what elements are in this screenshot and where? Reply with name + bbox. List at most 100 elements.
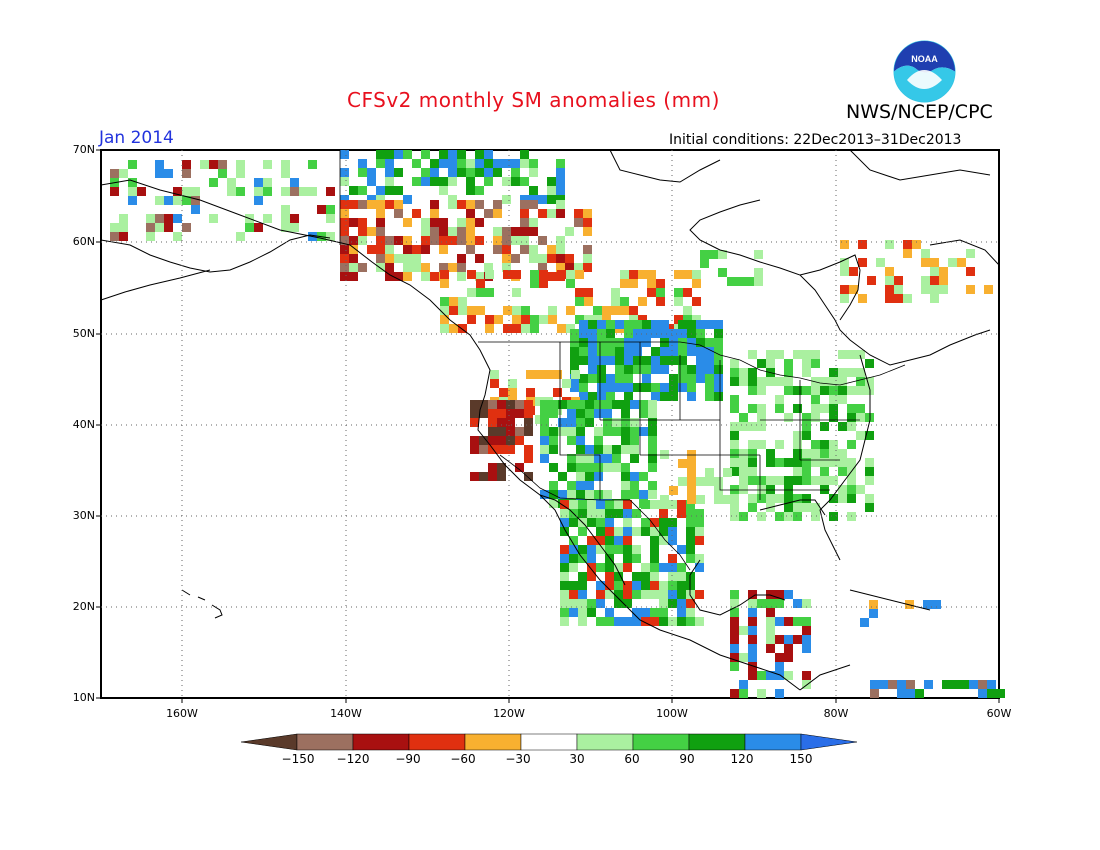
anomaly-cell [488,418,497,427]
anomaly-cell [651,392,660,401]
anomaly-cell [538,209,547,218]
anomaly-cell [669,329,678,338]
anomaly-cell [784,503,793,512]
anomaly-cell [560,545,569,554]
anomaly-cell [695,563,704,572]
anomaly-cell [829,512,838,521]
anomaly-cell [340,195,349,204]
anomaly-cell [921,258,930,267]
anomaly-cell [263,187,272,196]
anomaly-cell [678,383,687,392]
anomaly-cell [484,263,493,272]
anomaly-cell [605,500,614,509]
anomaly-cell [594,436,603,445]
anomaly-cell [614,617,623,626]
anomaly-cell [614,536,623,545]
anomaly-cell [659,617,668,626]
anomaly-cell [448,177,457,186]
anomaly-cell [642,365,651,374]
anomaly-cell [630,481,639,490]
anomaly-cell [458,306,467,315]
anomaly-cell [569,536,578,545]
anomaly-cell [340,227,349,236]
anomaly-cell [560,617,569,626]
anomaly-cell [677,563,686,572]
anomaly-cell [476,279,485,288]
anomaly-cell [987,680,996,689]
anomaly-cell [683,288,692,297]
anomaly-cell [611,288,620,297]
anomaly-cell [578,581,587,590]
anomaly-cell [584,297,593,306]
anomaly-cell [730,458,739,467]
anomaly-cell [576,490,585,499]
anomaly-cell [488,409,497,418]
anomaly-cell [218,169,227,178]
anomaly-cell [757,494,766,503]
anomaly-cell [820,440,829,449]
anomaly-cell [556,168,565,177]
anomaly-cell [585,463,594,472]
anomaly-cell [775,395,784,404]
anomaly-cell [865,467,874,476]
anomaly-cell [650,500,659,509]
anomaly-cell [502,254,511,263]
anomaly-cell [484,177,493,186]
anomaly-cell [421,177,430,186]
anomaly-cell [775,617,784,626]
anomaly-cell [587,509,596,518]
anomaly-cell [227,187,236,196]
anomaly-cell [570,356,579,365]
anomaly-cell [754,268,763,277]
anomaly-cell [695,527,704,536]
anomaly-cell [678,374,687,383]
anomaly-cell [358,236,367,245]
anomaly-cell [633,365,642,374]
anomaly-cell [766,359,775,368]
anomaly-cell [602,315,611,324]
anomaly-cell [583,218,592,227]
lat-label-70n: 70N [72,143,95,156]
anomaly-cell [569,500,578,509]
anomaly-cell [340,177,349,186]
anomaly-cell [164,223,173,232]
anomaly-cell [281,169,290,178]
anomaly-cell [687,338,696,347]
anomaly-cell [775,476,784,485]
anomaly-cell [748,599,757,608]
anomaly-cell [942,680,951,689]
anomaly-cell [820,422,829,431]
anomaly-cell [668,527,677,536]
anomaly-cell [630,445,639,454]
anomaly-cell [506,445,515,454]
anomaly-cell [775,689,784,698]
anomaly-cell [540,400,549,409]
anomaly-cell [565,227,574,236]
anomaly-cell [547,272,556,281]
anomaly-cell [529,159,538,168]
anomaly-cell [164,196,173,205]
anomaly-cell [493,245,502,254]
anomaly-cell [540,427,549,436]
anomaly-cell [412,209,421,218]
anomaly-cell [403,254,412,263]
anomaly-cell [638,270,647,279]
anomaly-cell [969,680,978,689]
anomaly-cell [695,617,704,626]
anomaly-cell [869,609,878,618]
anomaly-cell [624,356,633,365]
anomaly-cell [544,370,553,379]
anomaly-cell [430,272,439,281]
anomaly-cell [596,527,605,536]
anomaly-cell [650,536,659,545]
anomaly-cell [730,503,739,512]
anomaly-cell [512,270,521,279]
anomaly-cell [553,388,562,397]
anomaly-cell [349,245,358,254]
anomaly-cell [560,527,569,536]
anomaly-cell [412,254,421,263]
anomaly-cell [594,490,603,499]
colorbar-label: −120 [336,752,370,766]
anomaly-cell [802,359,811,368]
anomaly-cell [838,458,847,467]
